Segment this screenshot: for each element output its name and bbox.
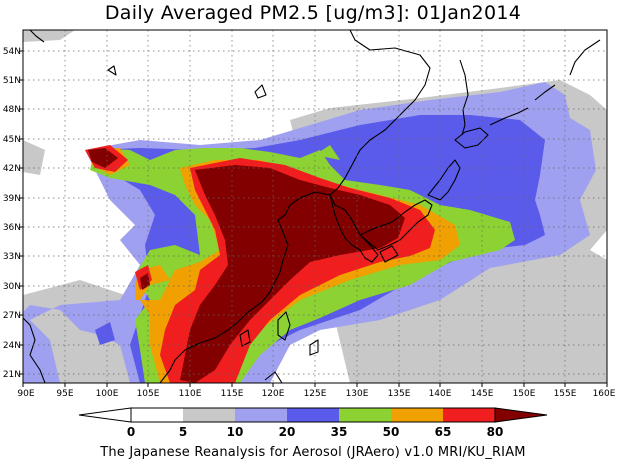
colorbar-labels: 0 5 10 20 35 50 65 80 <box>127 425 504 439</box>
lon-tick-label: 130E <box>346 389 369 399</box>
map-title: Daily Averaged PM2.5 [ug/m3]: 01Jan2014 <box>104 2 522 24</box>
lat-tick-label: 45N <box>3 135 21 145</box>
pm25-level-above-80 <box>88 148 405 383</box>
lat-tick-label: 54N <box>3 47 21 57</box>
colorbar-swatch <box>287 408 339 422</box>
lon-tick-label: 135E <box>388 389 411 399</box>
lat-tick-label: 33N <box>3 252 21 262</box>
colorbar-label: 50 <box>383 425 400 439</box>
lat-tick-label: 21N <box>3 370 21 380</box>
lon-tick-label: 145E <box>471 389 494 399</box>
lon-tick-label: 125E <box>304 389 327 399</box>
lon-tick-label: 110E <box>179 389 202 399</box>
lon-tick-label: 150E <box>513 389 536 399</box>
colorbar-swatch <box>391 408 443 422</box>
colorbar-swatches <box>79 408 547 422</box>
lon-tick-label: 90E <box>17 389 34 399</box>
colorbar-label: 10 <box>227 425 244 439</box>
colorbar-label: 0 <box>127 425 135 439</box>
lat-tick-marks <box>19 50 23 375</box>
colorbar-swatch <box>131 408 183 422</box>
coastlines <box>23 30 601 383</box>
lat-tick-label: 27N <box>3 311 21 321</box>
lat-tick-label: 51N <box>3 76 21 86</box>
colorbar-label: 35 <box>331 425 348 439</box>
lon-tick-label: 160E <box>593 389 616 399</box>
lat-tick-label: 30N <box>3 282 21 292</box>
colorbar: 0 5 10 20 35 50 65 80 <box>78 407 548 439</box>
colorbar-swatch <box>183 408 235 422</box>
colorbar-swatch <box>495 408 547 422</box>
colorbar-label: 80 <box>487 425 504 439</box>
lon-tick-label: 140E <box>429 389 452 399</box>
colorbar-label: 5 <box>179 425 187 439</box>
lat-tick-label: 36N <box>3 223 21 233</box>
colorbar-outline <box>78 407 548 423</box>
lon-tick-label: 100E <box>96 389 119 399</box>
lat-tick-label: 42N <box>3 164 21 174</box>
map-gridlines <box>23 30 607 383</box>
lon-tick-label: 115E <box>221 389 244 399</box>
colorbar-swatch <box>443 408 495 422</box>
colorbar-label: 20 <box>279 425 296 439</box>
pm25-field <box>23 30 607 383</box>
lat-tick-label: 24N <box>3 341 21 351</box>
lat-tick-labels: 21N 24N 27N 30N 33N 36N 39N 42N 45N 48N … <box>3 47 21 380</box>
colorbar-label: 65 <box>435 425 452 439</box>
lat-tick-label: 48N <box>3 105 21 115</box>
footer-credit: The Japanese Reanalysis for Aerosol (JRA… <box>100 445 526 460</box>
lon-tick-label: 105E <box>137 389 160 399</box>
lon-tick-marks <box>22 383 608 387</box>
lat-tick-label: 39N <box>3 194 21 204</box>
lon-tick-label: 95E <box>56 389 73 399</box>
lon-tick-label: 155E <box>554 389 577 399</box>
colorbar-swatch <box>79 408 131 422</box>
colorbar-swatch <box>339 408 391 422</box>
lon-tick-label: 120E <box>262 389 285 399</box>
lon-tick-labels: 90E 95E 100E 105E 110E 115E 120E 125E 13… <box>17 389 615 399</box>
colorbar-swatch <box>235 408 287 422</box>
